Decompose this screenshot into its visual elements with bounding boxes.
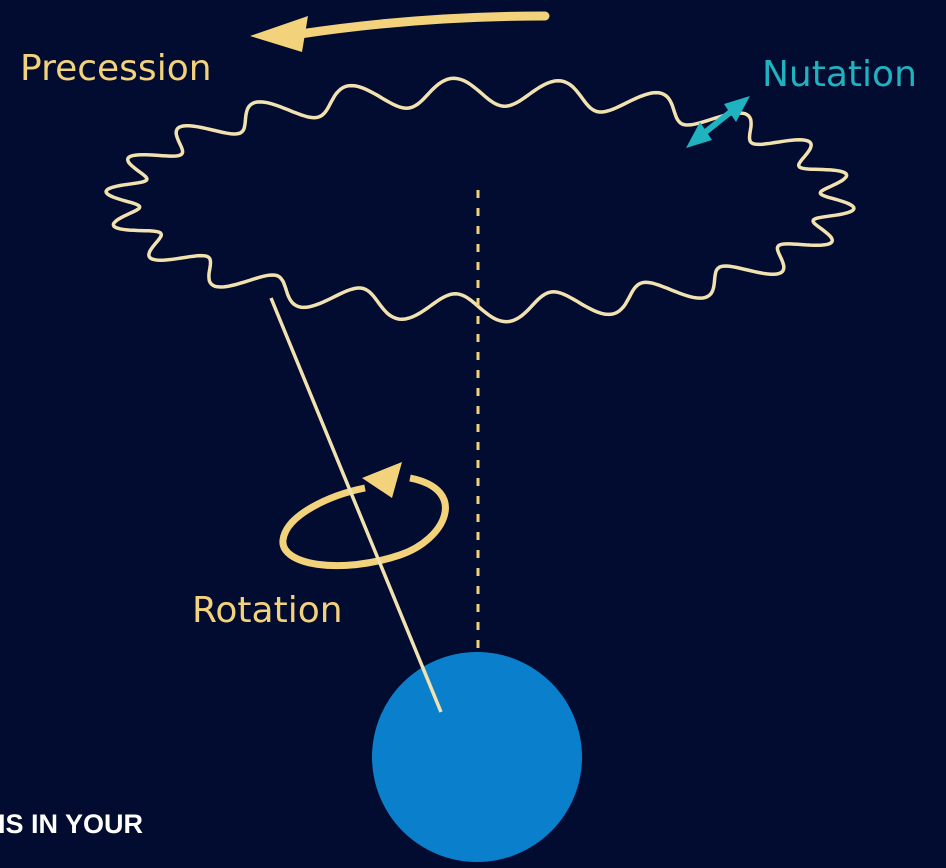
precession-label: Precession	[20, 48, 212, 89]
nutation-label: Nutation	[762, 54, 917, 95]
page: Precession Nutation Rotation IS IN YOUR …	[0, 0, 946, 868]
caption: IS IN YOUR	[0, 809, 143, 839]
earth	[372, 652, 582, 862]
rotation-label: Rotation	[192, 590, 343, 631]
diagram: Precession Nutation Rotation IS IN YOUR	[0, 0, 946, 868]
